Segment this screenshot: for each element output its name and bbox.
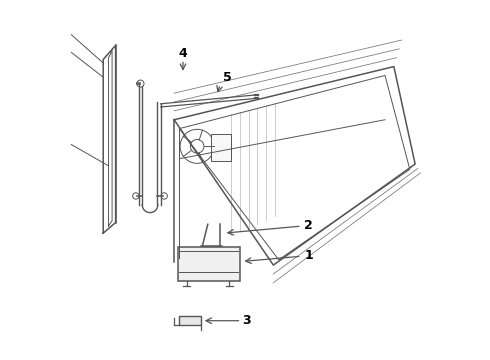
FancyBboxPatch shape xyxy=(178,247,240,281)
FancyBboxPatch shape xyxy=(211,134,231,161)
Text: 4: 4 xyxy=(178,47,187,60)
FancyBboxPatch shape xyxy=(179,316,201,325)
Text: 2: 2 xyxy=(304,219,313,232)
Text: 5: 5 xyxy=(223,71,232,85)
Text: 1: 1 xyxy=(304,249,313,262)
Text: 3: 3 xyxy=(243,314,251,327)
